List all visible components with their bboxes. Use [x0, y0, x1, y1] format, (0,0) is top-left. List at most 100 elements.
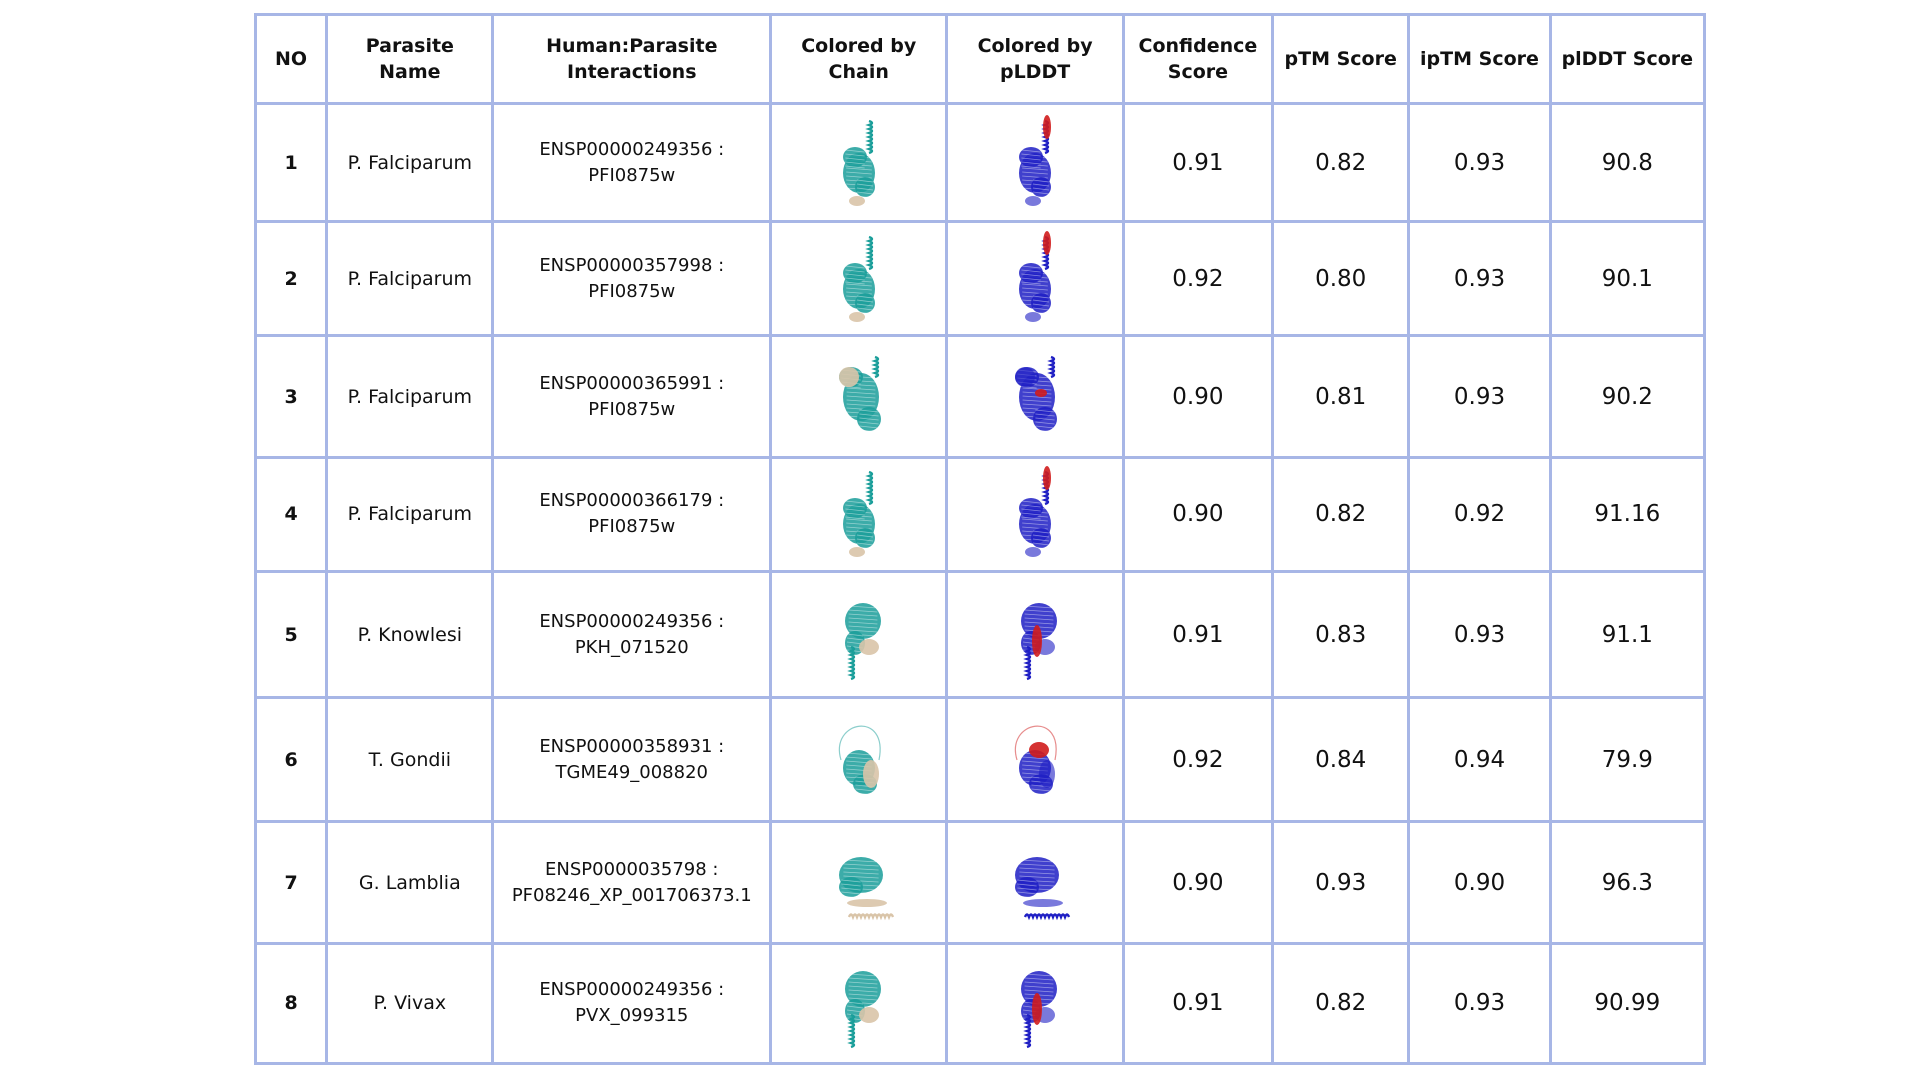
- ptm-score: 0.84: [1271, 696, 1411, 824]
- plddt-structure-image: [945, 696, 1125, 824]
- structure-ribbon: [845, 161, 865, 165]
- ptm-score: 0.82: [1271, 101, 1411, 224]
- protein-structure-plddt-icon: [1019, 230, 1052, 322]
- structure-ribbon: [845, 167, 872, 171]
- structure-ribbon: [1033, 538, 1050, 542]
- structure-ribbon: [845, 508, 865, 512]
- ptm-score: 0.82: [1271, 941, 1411, 1066]
- structure-ribbon: [1033, 530, 1050, 534]
- structure-ribbon: [843, 875, 879, 878]
- structure-ribbon: [845, 165, 865, 169]
- structure-ribbon: [1022, 403, 1052, 406]
- structure-domain: [854, 292, 875, 313]
- iptm-score: 0.93: [1407, 569, 1552, 700]
- interaction-ids: ENSP00000358931 : TGME49_008820: [491, 696, 773, 824]
- row-number: 3: [253, 334, 329, 459]
- structure-ribbon: [1021, 165, 1041, 169]
- structure-ribbon: [1022, 518, 1048, 522]
- low-confidence-region: [1035, 388, 1048, 397]
- structure-ribbon: [859, 409, 879, 412]
- ptm-score: 0.82: [1271, 455, 1411, 573]
- interaction-ids: ENSP00000357998 : PFI0875w: [491, 220, 773, 338]
- plddt-score: 90.99: [1548, 941, 1707, 1066]
- structure-domain: [838, 876, 863, 897]
- ptm-score: 0.83: [1271, 569, 1411, 700]
- structure-ribbon: [845, 287, 872, 291]
- structure-ribbon: [846, 1005, 863, 1009]
- structure-ribbon: [1022, 399, 1052, 402]
- plddt-structure-image: [945, 101, 1125, 224]
- structure-ribbon: [1024, 613, 1054, 616]
- structure-ribbon: [1017, 385, 1037, 388]
- structure-ribbon: [1033, 179, 1050, 183]
- structure-ribbon: [841, 385, 861, 388]
- results-table: NO Parasite Name Human:Parasite Interact…: [253, 13, 1707, 1066]
- iptm-score: 0.93: [1407, 334, 1552, 459]
- structure-ribbon: [846, 1001, 863, 1005]
- plddt-structure-image: [945, 455, 1125, 573]
- plddt-score: 96.3: [1548, 820, 1707, 945]
- confidence-score: 0.91: [1121, 101, 1275, 224]
- structure-ribbon: [856, 179, 873, 183]
- structure-partner-chain: [838, 366, 859, 387]
- structure-ribbon: [1017, 879, 1037, 882]
- structure-ribbon: [848, 993, 878, 997]
- protein-structure-chain-icon: [838, 856, 894, 920]
- protein-structure-plddt-icon: [1019, 466, 1052, 558]
- chain-structure-image: [769, 455, 949, 573]
- structure-ribbon: [841, 895, 861, 898]
- structure-ribbon: [848, 973, 878, 977]
- structure-ribbon: [848, 977, 878, 981]
- structure-ribbon: [859, 429, 879, 432]
- structure-ribbon: [843, 863, 879, 866]
- protein-structure-plddt-icon: [1021, 971, 1058, 1049]
- plddt-score: 91.1: [1548, 569, 1707, 700]
- structure-ribbon: [1035, 413, 1055, 416]
- structure-domain: [844, 602, 881, 639]
- table-row: 8 P. Vivax ENSP00000249356 : PVX_099315 …: [253, 941, 1707, 1066]
- low-confidence-region: [1032, 993, 1043, 1026]
- low-confidence-region: [1029, 741, 1050, 758]
- structure-ribbon: [848, 605, 878, 608]
- chain-structure-image: [769, 220, 949, 338]
- structure-ribbon: [1017, 887, 1037, 890]
- structure-ribbon: [1019, 867, 1055, 870]
- structure-ribbon: [846, 399, 876, 402]
- structure-ribbon: [1021, 500, 1041, 504]
- protein-structure-plddt-icon: [1014, 725, 1057, 796]
- structure-ribbon: [848, 609, 878, 612]
- parasite-name: T. Gondii: [325, 696, 495, 824]
- structure-ribbon: [1033, 299, 1050, 303]
- plddt-structure-image: [945, 569, 1125, 700]
- structure-ribbon: [1033, 534, 1050, 538]
- structure-domain: [1019, 262, 1044, 283]
- structure-domain: [1021, 602, 1058, 639]
- header-plddt-score: plDDT Score: [1548, 13, 1707, 105]
- structure-partner-chain: [1015, 366, 1036, 387]
- structure-ribbon: [846, 391, 876, 394]
- structure-ribbon: [1022, 167, 1048, 171]
- row-number: 7: [253, 820, 329, 945]
- header-row: NO Parasite Name Human:Parasite Interact…: [253, 13, 1707, 105]
- table-row: 2 P. Falciparum ENSP00000357998 : PFI087…: [253, 220, 1707, 338]
- structure-ribbon: [841, 883, 861, 886]
- plddt-structure-image: [945, 220, 1125, 338]
- structure-helix: [846, 1014, 855, 1049]
- plddt-score: 91.16: [1548, 455, 1707, 573]
- iptm-score: 0.92: [1407, 455, 1552, 573]
- structure-ribbon: [1022, 395, 1052, 398]
- protein-structure-plddt-icon: [1015, 856, 1071, 920]
- structure-ribbon: [845, 269, 865, 273]
- structure-helix: [870, 355, 879, 378]
- header-parasite-name: Parasite Name: [325, 13, 495, 105]
- confidence-score: 0.90: [1121, 820, 1275, 945]
- structure-ribbon: [1024, 985, 1054, 989]
- structure-helix: [1023, 645, 1032, 680]
- structure-ribbon: [1021, 508, 1041, 512]
- structure-ribbon: [1022, 283, 1048, 287]
- plddt-structure-image: [945, 941, 1125, 1066]
- structure-ribbon: [1024, 617, 1054, 620]
- structure-ribbon: [859, 413, 879, 416]
- header-colored-by-plddt: Colored by pLDDT: [945, 13, 1125, 105]
- structure-ribbon: [843, 867, 879, 870]
